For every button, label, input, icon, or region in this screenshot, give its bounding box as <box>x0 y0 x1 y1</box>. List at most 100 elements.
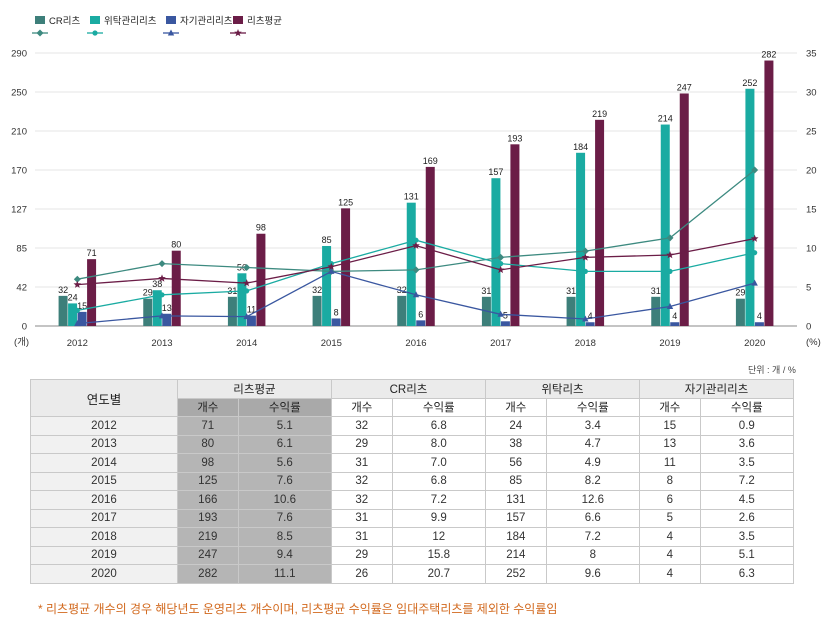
y-left-tick-label: 127 <box>11 205 27 216</box>
bar-value-label: 282 <box>761 50 776 60</box>
yield-cell: 5.1 <box>699 545 795 565</box>
sub-header-count: 개수 <box>639 397 701 417</box>
legend-marker <box>36 29 44 37</box>
line-marker <box>159 292 165 298</box>
year-cell: 2019 <box>30 545 178 565</box>
count-cell: 29 <box>330 434 393 454</box>
line-marker <box>498 261 504 267</box>
line-marker <box>751 166 759 174</box>
x-tick-label: 2020 <box>744 338 765 349</box>
legend-marker <box>92 30 98 36</box>
sub-header-count: 개수 <box>176 397 239 417</box>
count-cell: 131 <box>484 490 547 510</box>
bar-value-label: 5 <box>503 310 508 320</box>
bar-value-label: 4 <box>588 311 593 321</box>
line-marker <box>158 312 166 319</box>
yield-cell: 6.1 <box>237 434 332 454</box>
count-cell: 71 <box>176 416 239 436</box>
line-marker <box>752 250 758 256</box>
year-cell: 2018 <box>30 527 178 547</box>
bar-3 <box>764 60 774 326</box>
count-cell: 125 <box>176 471 239 491</box>
year-cell: 2020 <box>30 564 178 584</box>
line-marker <box>412 241 420 249</box>
count-cell: 4 <box>639 545 701 565</box>
yield-cell: 8.0 <box>391 434 486 454</box>
yield-cell: 7.2 <box>391 490 486 510</box>
yield-cell: 5.1 <box>237 416 332 436</box>
sub-header-yield: 수익률 <box>699 397 795 417</box>
y-left-tick-label: 170 <box>11 166 27 177</box>
bar-value-label: 24 <box>68 292 78 302</box>
count-cell: 252 <box>484 564 547 584</box>
bar-3 <box>341 208 351 326</box>
bar-3 <box>87 259 97 326</box>
bar-0 <box>566 296 576 326</box>
yield-cell: 7.0 <box>391 453 486 473</box>
count-cell: 6 <box>639 490 701 510</box>
line-marker <box>243 313 250 320</box>
line-marker <box>581 247 589 255</box>
sub-header-yield: 수익률 <box>545 397 641 417</box>
yield-cell: 12.6 <box>545 490 641 510</box>
y-right-tick-label: 30 <box>806 88 817 99</box>
y-right-tick-label: 5 <box>806 283 811 294</box>
group-header-cr: CR리츠 <box>330 379 486 399</box>
year-cell: 2014 <box>30 453 178 473</box>
year-cell: 2016 <box>30 490 178 510</box>
count-cell: 26 <box>330 564 393 584</box>
count-cell: 85 <box>484 471 547 491</box>
y-right-tick-label: 0 <box>806 322 811 333</box>
bar-1 <box>152 290 162 326</box>
year-cell: 2013 <box>30 434 178 454</box>
bar-3 <box>679 93 689 326</box>
yield-cell: 7.2 <box>699 471 795 491</box>
legend-marker <box>234 29 242 37</box>
y-right-tick-label: 25 <box>806 127 817 138</box>
line-marker <box>73 280 82 288</box>
bar-value-label: 38 <box>152 279 162 289</box>
bar-value-label: 4 <box>672 311 677 321</box>
legend-bar-swatch <box>35 16 45 24</box>
line-marker <box>243 264 251 271</box>
yield-cell: 2.6 <box>699 508 795 528</box>
y-left-tick-label: 85 <box>16 244 27 255</box>
bar-value-label: 193 <box>507 133 522 143</box>
yield-cell: 3.6 <box>699 434 795 454</box>
legend-label: 리츠평균 <box>247 16 282 27</box>
bar-value-label: 80 <box>171 240 181 250</box>
year-cell: 2012 <box>30 416 178 436</box>
bar-1 <box>576 152 586 326</box>
footnote: * 리츠평균 개수의 경우 해당년도 운영리츠 개수이며, 리츠평균 수익률은 … <box>38 602 558 616</box>
bar-2 <box>500 321 510 326</box>
count-cell: 80 <box>176 434 239 454</box>
yield-cell: 7.6 <box>237 471 332 491</box>
count-cell: 38 <box>484 434 547 454</box>
line-marker <box>666 234 674 242</box>
yield-cell: 8.5 <box>237 527 332 547</box>
bar-value-label: 71 <box>87 248 97 258</box>
bar-value-label: 98 <box>256 223 266 233</box>
yield-cell: 7.6 <box>237 508 332 528</box>
count-cell: 4 <box>639 527 701 547</box>
yield-cell: 6.8 <box>391 471 486 491</box>
bar-0 <box>651 296 661 326</box>
unit-note: 단위 : 개 / % <box>748 365 796 375</box>
bar-value-label: 32 <box>312 285 322 295</box>
sub-header-yield: 수익률 <box>237 397 332 417</box>
yield-cell: 3.5 <box>699 527 795 547</box>
bar-value-label: 31 <box>651 286 661 296</box>
line-marker <box>73 275 81 283</box>
yield-cell: 7.2 <box>545 527 641 547</box>
yield-cell: 4.7 <box>545 434 641 454</box>
yield-cell: 4.9 <box>545 453 641 473</box>
line-marker <box>244 288 250 294</box>
bar-2 <box>754 322 764 326</box>
x-tick-label: 2018 <box>575 338 596 349</box>
bar-1 <box>68 303 78 326</box>
bar-2 <box>416 320 426 326</box>
sub-header-count: 개수 <box>330 397 393 417</box>
bar-value-label: 32 <box>58 285 68 295</box>
yield-cell: 3.5 <box>699 453 795 473</box>
bar-1 <box>237 273 247 326</box>
